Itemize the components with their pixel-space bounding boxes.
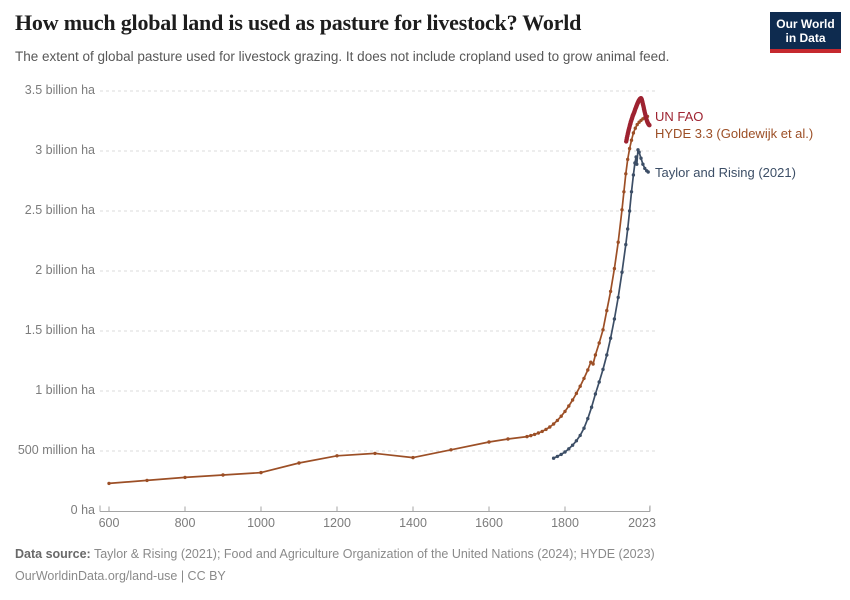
x-axis-tick-label: 1400 <box>399 516 427 530</box>
license-line[interactable]: OurWorldinData.org/land-use | CC BY <box>15 569 226 583</box>
series-label-taylor-rising: Taylor and Rising (2021) <box>655 165 796 180</box>
y-axis-tick-label: 2.5 billion ha <box>24 203 95 217</box>
data-source-text: Taylor & Rising (2021); Food and Agricul… <box>93 547 655 561</box>
x-axis-tick-label: 1600 <box>475 516 503 530</box>
y-axis-tick-label: 2 billion ha <box>35 263 95 277</box>
data-source-label: Data source: <box>15 547 91 561</box>
chart-subtitle: The extent of global pasture used for li… <box>15 49 670 64</box>
y-axis-tick-label: 3.5 billion ha <box>24 83 95 97</box>
owid-logo-line1: Our World <box>776 17 835 31</box>
owid-logo[interactable]: Our World in Data <box>770 12 841 53</box>
x-axis-tick-label: 1000 <box>247 516 275 530</box>
x-axis-tick-label: 600 <box>98 516 120 530</box>
x-axis-tick-label: 1200 <box>323 516 351 530</box>
x-axis-tick-label: 1800 <box>551 516 579 530</box>
y-axis-tick-label: 1 billion ha <box>35 383 95 397</box>
page-title: How much global land is used as pasture … <box>15 10 582 35</box>
data-source-line: Data source: Taylor & Rising (2021); Foo… <box>15 547 655 561</box>
y-axis-tick-label: 3 billion ha <box>35 143 95 157</box>
y-axis-tick-label: 500 million ha <box>17 443 95 457</box>
x-axis-tick-label: 800 <box>174 516 196 530</box>
y-axis-tick-label: 1.5 billion ha <box>24 323 95 337</box>
series-label-un-fao: UN FAO <box>655 109 704 124</box>
x-axis-tick-label: 2023 <box>628 516 656 530</box>
series-label-hyde: HYDE 3.3 (Goldewijk et al.) <box>655 126 814 141</box>
owid-logo-line2: in Data <box>785 31 826 45</box>
y-axis-tick-label: 0 ha <box>70 503 95 517</box>
